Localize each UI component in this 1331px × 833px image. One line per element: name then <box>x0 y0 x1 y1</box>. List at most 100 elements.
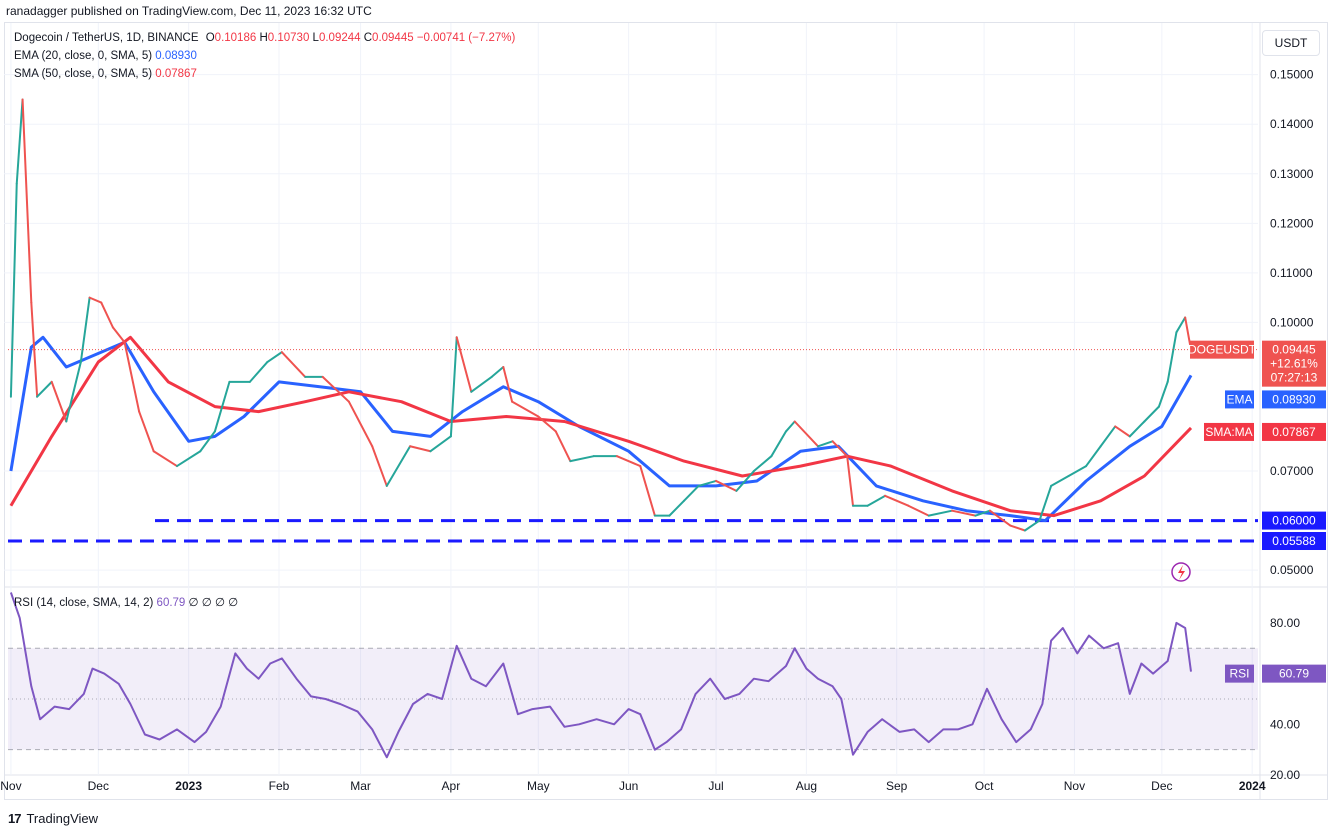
price-segment <box>1128 420 1146 438</box>
price-segment <box>248 361 269 383</box>
lightning-icon <box>1171 562 1191 582</box>
date-tick-label: Jun <box>619 779 638 793</box>
price-segment <box>199 430 216 453</box>
price-segment <box>569 455 595 463</box>
price-segment <box>974 509 991 517</box>
lightning-icon-bolt <box>1178 565 1185 580</box>
rsi-band <box>8 647 1258 751</box>
price-tick-label: 0.07000 <box>1270 464 1314 478</box>
ema-tag-value: 0.08930 <box>1272 392 1316 406</box>
price-segment <box>385 445 412 487</box>
price-segment <box>100 301 114 329</box>
rsi-legend-label: RSI (14, close, SMA, 14, 2) <box>14 597 154 609</box>
price-segment <box>175 450 202 468</box>
sma-line <box>9 335 1193 518</box>
price-tick-label: 0.15000 <box>1270 68 1314 82</box>
price-segment <box>639 465 656 517</box>
rsi-line-path <box>9 592 1192 759</box>
price-segment <box>1175 316 1187 334</box>
price-segment <box>1114 425 1131 438</box>
chart-frame <box>4 22 1328 800</box>
rsi-legend: RSI (14, close, SMA, 14, 2) 60.79 ∅ ∅ ∅ … <box>14 595 238 609</box>
sma-tag-name: SMA:MA <box>1205 425 1252 439</box>
price-segment <box>321 375 350 403</box>
price-segment <box>715 479 738 492</box>
price-segment <box>79 296 91 364</box>
price-segment <box>927 509 954 517</box>
moving-averages <box>9 335 1193 523</box>
price-segment <box>409 445 432 453</box>
price-segment <box>36 380 53 398</box>
support-lines <box>8 519 1258 543</box>
price-series <box>8 98 1258 532</box>
price-segment <box>50 380 68 423</box>
price-segment <box>1050 475 1070 487</box>
price-segment <box>470 375 493 393</box>
ema-tag-value-box <box>1262 390 1326 409</box>
price-tick-label: 0.10000 <box>1270 315 1314 329</box>
price-segment <box>1099 425 1117 448</box>
close-value: 0.09445 <box>372 32 414 44</box>
price-segment <box>1166 331 1178 383</box>
price-tick-label: 0.12000 <box>1270 216 1314 230</box>
price-segment <box>9 182 18 398</box>
date-tick-label: Nov <box>1064 779 1085 793</box>
date-tick-label: Mar <box>350 779 371 793</box>
price-segment <box>21 98 33 304</box>
high-value: 0.10730 <box>267 32 310 44</box>
sma-tag-value: 0.07867 <box>1272 425 1316 439</box>
price-segment <box>831 440 849 458</box>
rsi-legend-value: 60.79 <box>156 597 186 609</box>
tradingview-brand: TradingView <box>26 811 99 826</box>
sma-tag-value-box <box>1262 422 1326 441</box>
rsi-tag-name: RSI <box>1229 667 1249 681</box>
price-segment <box>347 400 374 448</box>
date-tick-label: May <box>527 779 550 793</box>
rsi-tag-name-box <box>1225 664 1254 683</box>
close-label: C <box>363 32 373 44</box>
price-segment <box>615 455 642 468</box>
price-segment <box>554 430 572 463</box>
currency-button[interactable]: USDT <box>1262 30 1320 56</box>
price-segment <box>988 509 1012 527</box>
price-tick-label: 0.14000 <box>1270 117 1314 131</box>
price-segment <box>884 494 910 507</box>
price-segment <box>735 470 755 492</box>
date-tick-label: Jul <box>708 779 723 793</box>
low-value: 0.09244 <box>318 32 361 44</box>
price-tick-label: 0.05000 <box>1270 563 1314 577</box>
price-segment <box>429 435 452 453</box>
price-segment <box>1023 519 1041 532</box>
tradingview-footer[interactable]: 17 TradingView <box>8 811 98 826</box>
price-segment <box>111 326 126 344</box>
rsi-tag-value: 60.79 <box>1279 667 1309 681</box>
sma-legend: SMA (50, close, 0, SMA, 5) 0.07867 <box>14 68 197 80</box>
price-tags: 0.06000 0.05588 0.09445+12.61%07:27:13 DOGE… <box>1171 340 1326 683</box>
publisher-line: ranadagger published on TradingView.com,… <box>6 4 372 18</box>
ema-tag-name-box <box>1225 390 1254 409</box>
price-segment <box>537 415 557 433</box>
low-label: L <box>312 32 319 44</box>
price-segment <box>697 479 718 487</box>
price-tag-change: +12.61% <box>1270 357 1318 371</box>
price-segment <box>502 366 514 403</box>
price-segment <box>88 296 103 304</box>
support-tag-label: 0.06000 <box>1272 514 1316 528</box>
sma-legend-value: 0.07867 <box>155 68 197 80</box>
high-label: H <box>259 32 268 44</box>
price-segment <box>15 98 24 185</box>
price-tick-label: 0.13000 <box>1270 167 1314 181</box>
change-value: −0.00741 (−7.27%) <box>416 32 516 44</box>
price-segment <box>907 504 930 517</box>
price-segment <box>280 351 307 378</box>
sma-legend-label: SMA (50, close, 0, SMA, 5) <box>14 68 153 80</box>
price-tag-name: DOGEUSDT <box>1188 343 1257 357</box>
rsi-tick-label: 20.00 <box>1270 768 1300 782</box>
price-segment <box>1085 445 1102 468</box>
price-segment <box>371 445 388 487</box>
price-segment <box>455 336 473 393</box>
date-tick-label: Dec <box>88 779 109 793</box>
price-segment <box>152 450 178 468</box>
date-tick-label: Nov <box>0 779 21 793</box>
